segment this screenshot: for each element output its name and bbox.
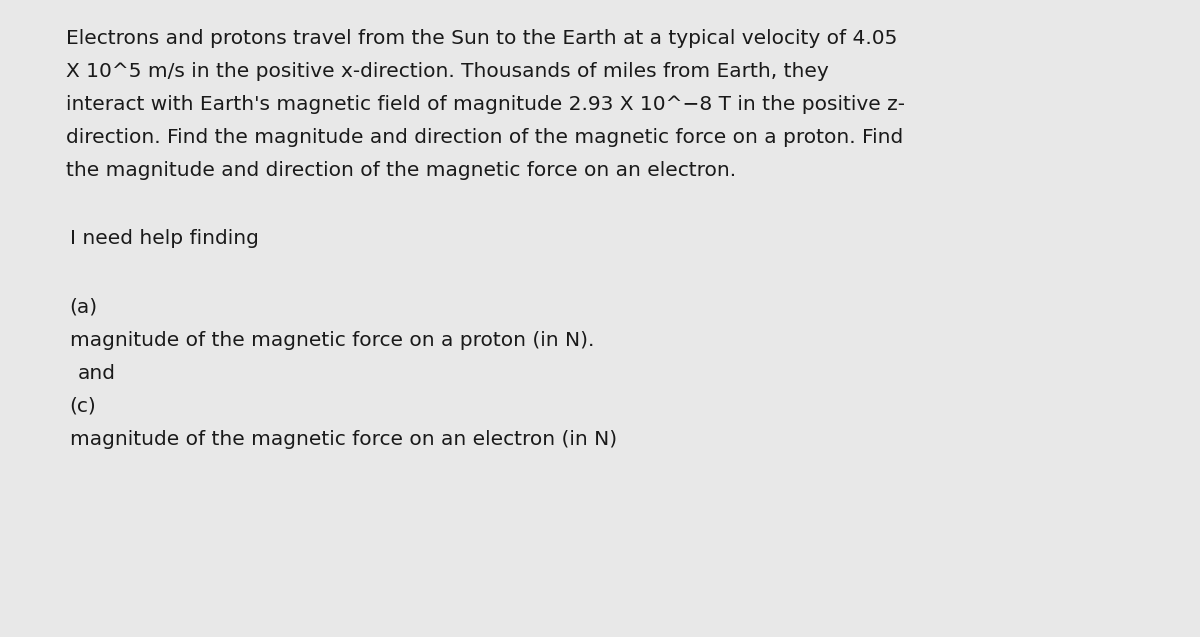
Text: X 10^5 m/s in the positive x-direction. Thousands of miles from Earth, they: X 10^5 m/s in the positive x-direction. … xyxy=(66,62,829,81)
Text: direction. Find the magnitude and direction of the magnetic force on a proton. F: direction. Find the magnitude and direct… xyxy=(66,128,904,147)
Text: and: and xyxy=(78,364,116,383)
Text: magnitude of the magnetic force on an electron (in N): magnitude of the magnetic force on an el… xyxy=(70,430,617,449)
Text: I need help finding: I need help finding xyxy=(70,229,258,248)
Text: the magnitude and direction of the magnetic force on an electron.: the magnitude and direction of the magne… xyxy=(66,161,736,180)
Text: (c): (c) xyxy=(70,397,96,416)
Text: magnitude of the magnetic force on a proton (in N).: magnitude of the magnetic force on a pro… xyxy=(70,331,594,350)
Text: Electrons and protons travel from the Sun to the Earth at a typical velocity of : Electrons and protons travel from the Su… xyxy=(66,29,898,48)
Text: interact with Earth's magnetic field of magnitude 2.93 X 10^−8 T in the positive: interact with Earth's magnetic field of … xyxy=(66,95,905,114)
Text: (a): (a) xyxy=(70,297,97,317)
